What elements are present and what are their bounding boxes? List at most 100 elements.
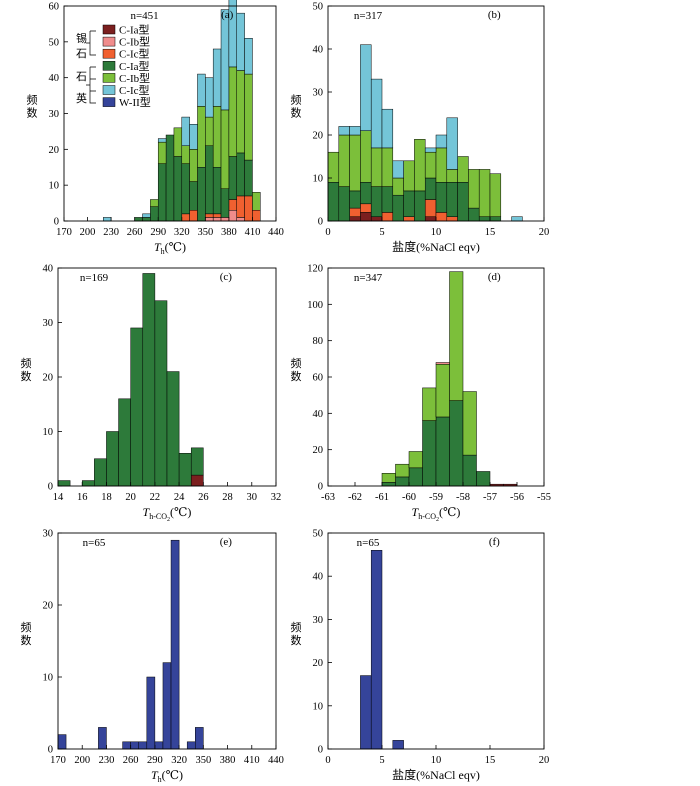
y-tick-label-f-4: 40 — [313, 572, 324, 583]
y-tick-label-f-5: 50 — [313, 529, 324, 540]
bar-d-q_a-6 — [449, 400, 464, 487]
bar-d-q_a-7 — [462, 454, 477, 487]
y-tick-label-e-3: 30 — [43, 529, 54, 540]
bar-d-q_b-5 — [435, 364, 450, 418]
x-tick-label-d-6: -57 — [483, 492, 497, 503]
x-tick-label-b-2: 10 — [431, 227, 442, 238]
bar-a-q_a-16 — [228, 156, 237, 200]
y-tick-label-a-5: 50 — [49, 37, 60, 48]
bar-f-w-1 — [370, 550, 383, 750]
y-tick-label-b-1: 10 — [313, 174, 324, 185]
y-tick-label-a-6: 60 — [49, 2, 60, 13]
x-tick-label-a-2: 230 — [103, 227, 119, 238]
y-tick-label-e-2: 20 — [43, 601, 54, 612]
bar-a-q_c-13 — [205, 77, 214, 118]
bar-a-sn_c-14 — [212, 213, 222, 218]
bar-b-sn_a-3 — [360, 212, 372, 222]
bar-d-q_b-4 — [422, 387, 437, 421]
x-tick-label-e-3: 260 — [123, 755, 139, 766]
n-label-c: n=169 — [80, 272, 109, 284]
bar-c-q_a-11 — [190, 447, 204, 476]
bar-b-q_b-13 — [468, 169, 480, 209]
x-tick-label-c-2: 18 — [101, 492, 112, 503]
bar-b-q_c-10 — [435, 134, 448, 149]
panel-label-d: (d) — [488, 271, 501, 283]
y-axis-label-b: 频数 — [291, 93, 302, 120]
x-tick-label-e-4: 290 — [147, 755, 163, 766]
bar-b-q_c-2 — [349, 126, 361, 136]
n-label-b: n=317 — [354, 10, 383, 22]
y-tick-label-a-4: 40 — [49, 73, 60, 84]
bar-c-q_a-5 — [118, 398, 131, 487]
x-tick-label-f-2: 10 — [431, 755, 442, 766]
x-tick-label-c-5: 24 — [174, 492, 185, 503]
bar-e-w-0 — [57, 734, 67, 750]
y-axis-label-a: 频数 — [27, 93, 38, 120]
bar-b-q_b-5 — [381, 147, 394, 187]
y-tick-label-f-1: 10 — [313, 701, 324, 712]
bar-c-q_a-10 — [178, 453, 192, 487]
bar-b-q_b-11 — [446, 169, 458, 183]
bar-a-sn_c-19 — [252, 210, 261, 222]
bar-b-q_a-0 — [327, 182, 340, 222]
bar-b-q_b-6 — [392, 177, 404, 196]
bar-b-q_b-8 — [414, 139, 426, 192]
bar-b-sn_a-2 — [349, 216, 361, 222]
bar-a-q_b-15 — [220, 109, 230, 189]
x-tick-label-a-0: 170 — [56, 227, 72, 238]
bar-c-q_a-4 — [106, 431, 119, 487]
bar-a-q_a-6 — [150, 206, 159, 222]
y-tick-label-b-5: 50 — [313, 2, 324, 13]
bar-b-q_c-6 — [392, 160, 404, 179]
x-tick-label-d-4: -59 — [429, 492, 443, 503]
bar-a-sn_c-11 — [189, 210, 198, 222]
bar-a-q_b-7 — [157, 141, 167, 164]
bar-a-q_b-12 — [197, 106, 206, 168]
chart-panel-a: 170 200 230 260 290 320 350 380 410 440 0 10 20 30 40 5… — [27, 0, 284, 256]
bar-e-w-10 — [138, 741, 148, 750]
bar-b-sn_c-7 — [403, 216, 415, 222]
x-tick-label-e-5: 320 — [171, 755, 187, 766]
bar-e-w-5 — [98, 727, 107, 750]
bar-c-q_a-7 — [142, 273, 156, 487]
legend-swatch-6 — [102, 97, 116, 107]
bar-b-sn_c-11 — [446, 216, 458, 222]
bar-b-q_b-3 — [360, 130, 372, 183]
bar-a-sn_c-16 — [228, 199, 237, 211]
bar-d-q_a-5 — [435, 416, 450, 487]
bar-d-q_a-3 — [408, 467, 423, 487]
x-tick-label-d-5: -58 — [456, 492, 470, 503]
bar-a-q_c-15 — [220, 9, 230, 111]
bar-a-q_c-5 — [142, 213, 151, 218]
bar-b-q_a-5 — [381, 186, 394, 213]
bar-a-q_b-10 — [181, 145, 190, 164]
bar-b-q_a-3 — [360, 182, 372, 205]
x-tick-label-d-2: -61 — [375, 492, 389, 503]
x-tick-label-d-3: -60 — [402, 492, 416, 503]
bar-b-q_a-6 — [392, 194, 404, 222]
bar-a-q_a-14 — [212, 167, 222, 215]
bar-d-q_a-2 — [395, 476, 410, 487]
x-tick-label-d-7: -56 — [510, 492, 524, 503]
y-tick-label-f-2: 20 — [313, 658, 324, 669]
y-tick-label-e-0: 0 — [48, 745, 53, 756]
bar-b-q_a-8 — [414, 190, 426, 222]
bar-a-sn_b-13 — [205, 217, 214, 222]
bar-a-q_a-12 — [197, 167, 206, 222]
bar-b-q_a-15 — [489, 216, 502, 222]
y-tick-label-d-0: 0 — [318, 482, 323, 493]
legend-label-5: C-Ic型 — [119, 83, 150, 97]
x-tick-label-f-3: 15 — [485, 755, 496, 766]
x-tick-label-d-0: -63 — [321, 492, 335, 503]
x-tick-label-a-7: 380 — [221, 227, 237, 238]
n-label-d: n=347 — [354, 272, 383, 284]
bar-a-q_a-17 — [236, 152, 245, 197]
bar-a-q_b-6 — [150, 199, 159, 207]
y-tick-label-c-2: 20 — [43, 373, 54, 384]
x-tick-label-c-3: 20 — [125, 492, 136, 503]
y-tick-label-d-1: 20 — [313, 445, 324, 456]
bar-b-sn_c-2 — [349, 207, 361, 217]
